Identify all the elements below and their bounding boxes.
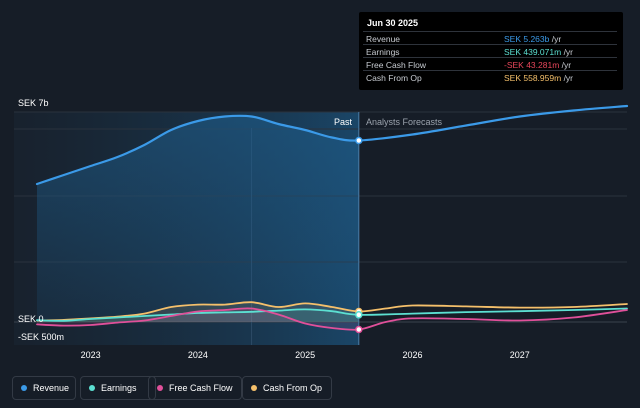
tooltip-unit: /yr: [551, 34, 562, 44]
legend-item-free-cash-flow[interactable]: Free Cash Flow: [148, 376, 242, 400]
earnings-area: [37, 309, 359, 322]
legend-label: Free Cash Flow: [169, 383, 233, 393]
legend-item-earnings[interactable]: Earnings: [80, 376, 156, 400]
data-tooltip: Jun 30 2025 Revenue SEK 5.263b /yr Earni…: [359, 12, 623, 90]
x-tick-label: 2023: [81, 350, 101, 360]
legend-label: Earnings: [101, 383, 137, 393]
tooltip-row-earnings: Earnings SEK 439.071m /yr: [363, 44, 617, 58]
past-label: Past: [334, 117, 353, 127]
y-axis-top-label: SEK 7b: [18, 98, 49, 108]
revenue-area: [37, 115, 359, 323]
legend-label: Revenue: [33, 383, 70, 393]
tooltip-value: SEK 558.959m: [504, 73, 562, 83]
tooltip-row-revenue: Revenue SEK 5.263b /yr: [363, 31, 617, 45]
x-tick-label: 2026: [402, 350, 422, 360]
tooltip-row-cash-from-op: Cash From Op SEK 558.959m /yr: [363, 70, 617, 84]
x-tick-label: 2025: [295, 350, 315, 360]
free-cash-flow-marker: [355, 325, 363, 334]
x-tick-label: 2024: [188, 350, 208, 360]
tooltip-unit: /yr: [563, 47, 574, 57]
legend-dot-icon: [89, 385, 95, 391]
revenue-marker: [355, 136, 363, 145]
tooltip-date: Jun 30 2025: [367, 18, 419, 28]
forecast-label: Analysts Forecasts: [366, 117, 443, 127]
legend-dot-icon: [251, 385, 257, 391]
earnings-marker: [355, 311, 363, 319]
tooltip-value: SEK 5.263b: [504, 34, 550, 44]
tooltip-unit: /yr: [563, 73, 574, 83]
x-tick-label: 2027: [510, 350, 530, 360]
legend-item-revenue[interactable]: Revenue: [12, 376, 76, 400]
legend-item-cash-from-op[interactable]: Cash From Op: [242, 376, 332, 400]
y-axis-zero-label: SEK 0: [18, 314, 44, 324]
y-axis-bottom-label: -SEK 500m: [18, 332, 65, 342]
tooltip-label: Revenue: [366, 34, 401, 44]
tooltip-label: Earnings: [366, 47, 400, 57]
legend-dot-icon: [21, 385, 27, 391]
legend-dot-icon: [157, 385, 163, 391]
tooltip-label: Free Cash Flow: [366, 60, 426, 70]
tooltip-unit: /yr: [561, 60, 572, 70]
tooltip-value: SEK 439.071m: [504, 47, 562, 57]
revenue-line: [35, 104, 629, 186]
free-cash-flow-line: [36, 307, 628, 331]
legend: Revenue Earnings Free Cash Flow Cash Fro…: [12, 376, 332, 400]
tooltip-row-free-cash-flow: Free Cash Flow -SEK 43.281m /yr: [363, 57, 617, 71]
free-cash-flow-area: [37, 308, 359, 330]
legend-label: Cash From Op: [263, 383, 323, 393]
tooltip-value: -SEK 43.281m: [504, 60, 560, 70]
tooltip-label: Cash From Op: [366, 73, 422, 83]
